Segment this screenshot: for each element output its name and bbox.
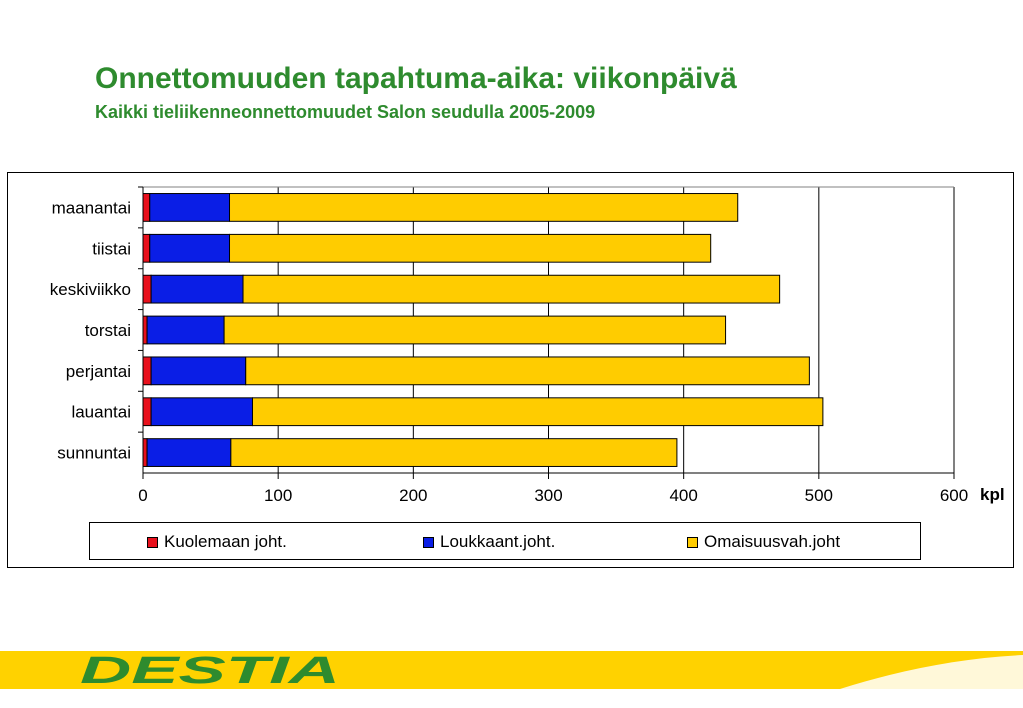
x-tick-label: 100: [264, 486, 292, 505]
page-subtitle: Kaikki tieliikenneonnettomuudet Salon se…: [95, 102, 596, 122]
bar-segment-0: [142, 397, 152, 427]
bar-segment-1: [146, 438, 232, 467]
bar-segment-1: [150, 274, 244, 304]
legend-item-kuolemaan: Kuolemaan joht.: [147, 532, 287, 552]
y-category-label: maanantai: [52, 198, 131, 217]
bar-segment-1: [149, 193, 231, 222]
bar-segment-0: [142, 356, 152, 386]
bar-segment-2: [223, 315, 727, 345]
x-tick-label: 200: [399, 486, 427, 505]
bar-segment-2: [245, 356, 810, 386]
bar-segment-2: [242, 274, 781, 304]
y-category-label: lauantai: [71, 403, 131, 422]
bar-segment-0: [142, 274, 152, 304]
bar-segment-0: [142, 315, 148, 345]
bar-segment-1: [146, 315, 225, 345]
legend-swatch-omaisuusvah: [687, 536, 698, 548]
y-category-label: sunnuntai: [57, 444, 131, 463]
bar-segment-2: [251, 397, 824, 427]
bar-segment-0: [142, 233, 151, 263]
bar-segment-0: [142, 438, 148, 467]
footer-swoosh: [0, 651, 1023, 689]
bar-segment-2: [229, 193, 739, 222]
x-tick-label: 400: [669, 486, 697, 505]
bar-segment-2: [230, 438, 678, 467]
x-tick-label: 600: [940, 486, 968, 505]
legend-label-loukkaant: Loukkaant.joht.: [440, 532, 556, 551]
destia-logo: DESTIA: [80, 652, 340, 688]
bar-segment-2: [229, 233, 712, 263]
page-title: Onnettomuuden tapahtuma-aika: viikonpäiv…: [95, 62, 737, 95]
bar-segment-1: [149, 233, 231, 263]
legend-label-kuolemaan: Kuolemaan joht.: [164, 532, 287, 551]
bar-chart: 0 100 200 300 400 500 600 kpl maanantai tiistai ke…: [50, 186, 1005, 505]
y-category-label: keskiviikko: [50, 280, 131, 299]
bar-segment-0: [142, 193, 151, 222]
bar-segment-1: [150, 397, 253, 427]
x-axis-label: kpl: [980, 485, 1005, 504]
x-tick-label: 0: [138, 486, 147, 505]
y-category-label: perjantai: [66, 362, 131, 381]
bar-segment-1: [150, 356, 247, 386]
x-tick-label: 500: [805, 486, 833, 505]
logo-text: DESTIA: [80, 652, 340, 688]
chart-legend: Kuolemaan joht. Loukkaant.joht. Omaisuus…: [89, 522, 921, 560]
x-tick-label: 300: [534, 486, 562, 505]
legend-item-loukkaant: Loukkaant.joht.: [423, 532, 555, 552]
chart-frame: 0 100 200 300 400 500 600 kpl maanantai tiistai ke…: [7, 172, 1014, 568]
legend-swatch-loukkaant: [423, 536, 434, 548]
legend-swatch-kuolemaan: [147, 536, 158, 548]
y-category-label: tiistai: [92, 239, 131, 258]
y-category-label: torstai: [85, 321, 131, 340]
legend-item-omaisuusvah: Omaisuusvah.joht: [687, 532, 840, 552]
legend-label-omaisuusvah: Omaisuusvah.joht: [704, 532, 841, 551]
